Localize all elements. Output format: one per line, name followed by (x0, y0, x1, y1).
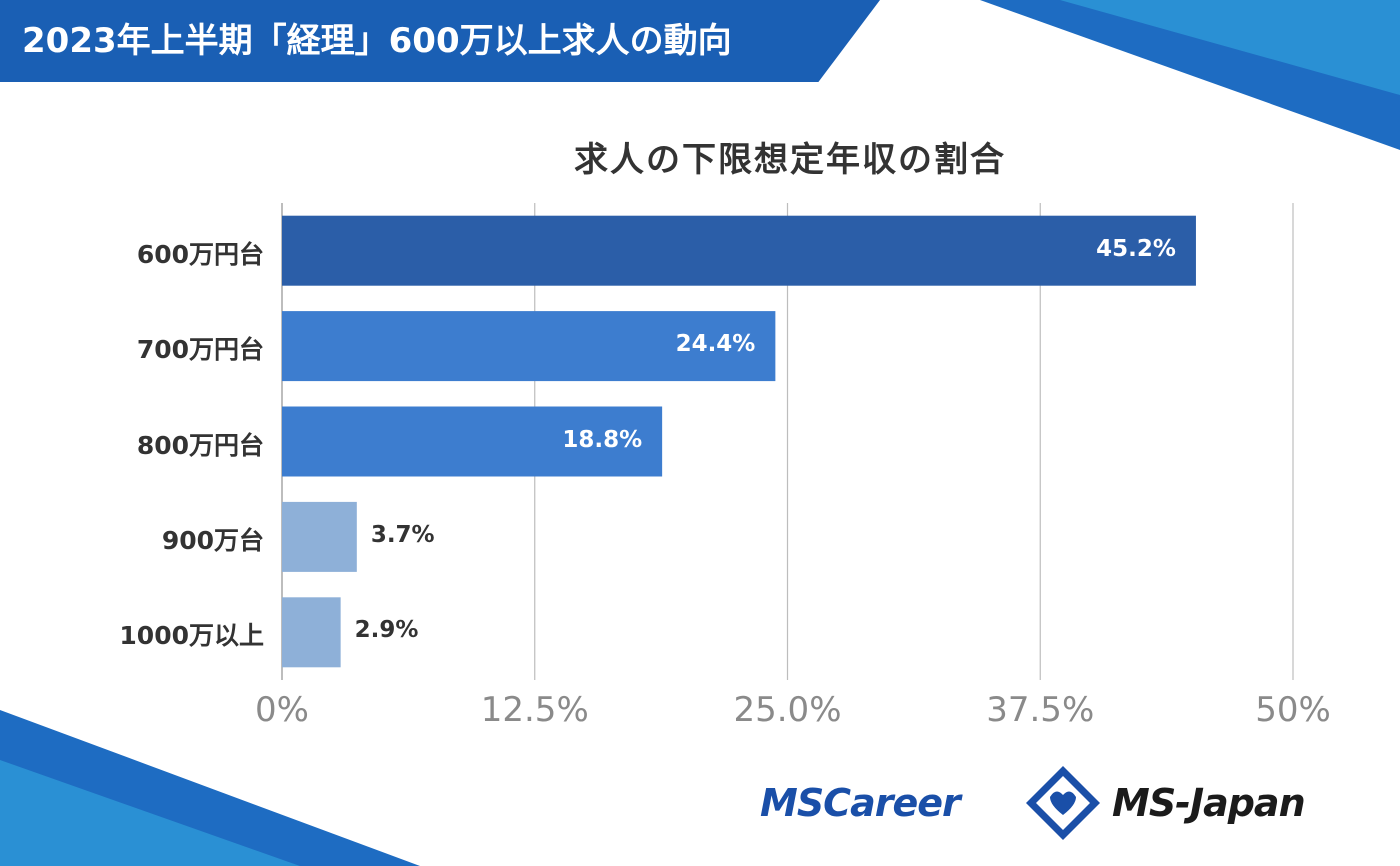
mscareer-logo: MSCareer (760, 781, 961, 825)
header-band (0, 0, 880, 82)
chart-title: 求人の下限想定年収の割合 (574, 140, 1006, 180)
category-label: 600万円台 (136, 239, 264, 269)
x-tick-label: 0% (255, 690, 309, 730)
decor-stripe-top-right-light (1060, 0, 1400, 95)
ms-japan-diamond-icon (1026, 766, 1100, 840)
category-label: 900万台 (161, 525, 264, 555)
bar (282, 501, 357, 572)
x-tick-label: 37.5% (986, 690, 1095, 730)
bar (282, 406, 663, 477)
bar-value-label: 24.4% (675, 331, 756, 358)
bar-value-label: 45.2% (1096, 235, 1176, 262)
category-label: 1000万以上 (119, 621, 264, 651)
bar-value-label: 2.9% (354, 617, 419, 644)
category-label: 700万円台 (136, 335, 264, 365)
bar (282, 215, 1196, 286)
bar-value-label: 3.7% (370, 521, 435, 548)
x-tick-label: 25.0% (733, 690, 842, 730)
x-tick-label: 12.5% (480, 690, 589, 730)
decor-stripe-bottom-left-light (0, 760, 300, 866)
bar (282, 597, 341, 668)
x-tick-label: 50% (1255, 690, 1331, 730)
bar (282, 311, 776, 382)
page-title: 2023年上半期「経理」600万以上求人の動向 (22, 21, 732, 61)
bar-value-label: 18.8% (562, 426, 643, 453)
category-label: 800万円台 (136, 430, 264, 460)
ms-japan-logo: MS-Japan (1112, 781, 1306, 825)
